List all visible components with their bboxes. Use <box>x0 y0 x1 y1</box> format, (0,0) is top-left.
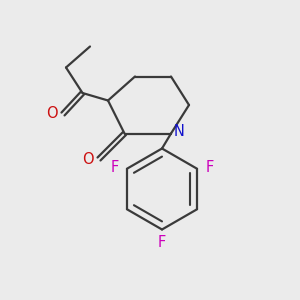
Text: F: F <box>158 235 166 250</box>
Text: N: N <box>174 124 185 140</box>
Text: F: F <box>206 160 214 175</box>
Text: O: O <box>46 106 57 122</box>
Text: F: F <box>110 160 118 175</box>
Text: O: O <box>82 152 93 166</box>
